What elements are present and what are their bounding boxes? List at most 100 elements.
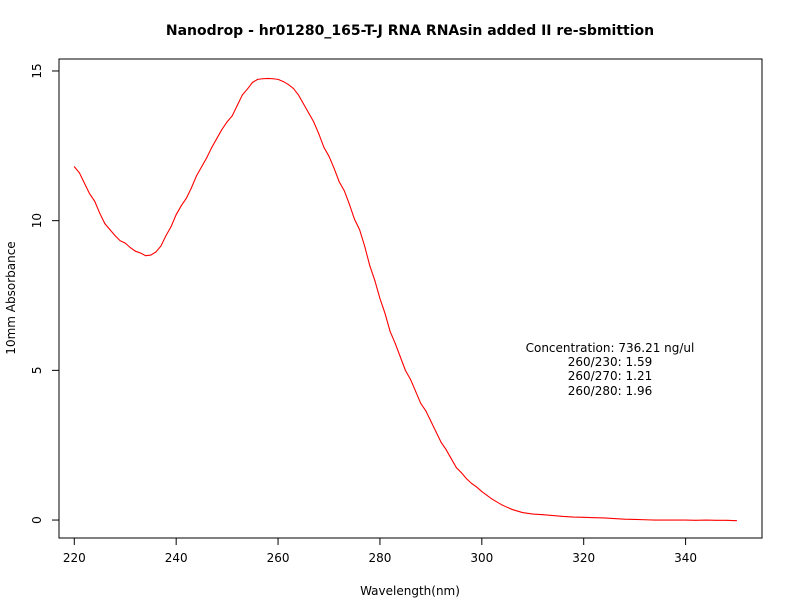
data-point bbox=[175, 214, 177, 216]
data-point bbox=[343, 190, 345, 192]
data-point bbox=[435, 431, 437, 433]
data-point bbox=[83, 182, 85, 184]
data-point bbox=[104, 223, 106, 225]
data-point bbox=[725, 519, 727, 521]
data-point bbox=[654, 519, 656, 521]
annotation-260-230: 260/230: 1.59 bbox=[568, 355, 652, 369]
data-point bbox=[674, 519, 676, 521]
data-point bbox=[404, 369, 406, 371]
annotation-concentration: Concentration: 736.21 ng/ul bbox=[526, 341, 695, 355]
annotation-260-280: 260/280: 1.96 bbox=[568, 384, 652, 398]
x-tick-label: 260 bbox=[267, 551, 290, 565]
data-point bbox=[644, 519, 646, 521]
data-point bbox=[593, 517, 595, 519]
data-point bbox=[476, 486, 478, 488]
data-point bbox=[695, 519, 697, 521]
data-point bbox=[277, 78, 279, 80]
data-point bbox=[216, 137, 218, 139]
data-point bbox=[313, 121, 315, 123]
data-point bbox=[384, 312, 386, 314]
data-point bbox=[532, 513, 534, 515]
data-point bbox=[140, 252, 142, 254]
y-axis: 0 5 10 15 bbox=[30, 63, 59, 524]
data-point bbox=[552, 515, 554, 517]
data-point bbox=[241, 94, 243, 96]
data-point bbox=[415, 390, 417, 392]
data-point bbox=[399, 356, 401, 358]
data-point bbox=[685, 519, 687, 521]
chart-title: Nanodrop - hr01280_165-T-J RNA RNAsin ad… bbox=[166, 23, 654, 39]
data-point bbox=[455, 467, 457, 469]
data-point bbox=[460, 472, 462, 474]
data-point bbox=[364, 245, 366, 247]
data-point bbox=[613, 518, 615, 520]
data-point bbox=[73, 166, 75, 168]
data-point bbox=[165, 235, 167, 237]
y-tick-label: 10 bbox=[30, 213, 44, 228]
data-point bbox=[246, 88, 248, 90]
y-tick-label: 15 bbox=[30, 63, 44, 78]
data-point bbox=[78, 172, 80, 174]
data-point bbox=[119, 240, 121, 242]
x-axis: 220 240 260 280 300 320 340 bbox=[63, 538, 697, 565]
data-point bbox=[333, 167, 335, 169]
data-point bbox=[236, 104, 238, 106]
data-point bbox=[328, 155, 330, 157]
data-point bbox=[89, 193, 91, 195]
data-point bbox=[466, 478, 468, 480]
data-point bbox=[267, 77, 269, 79]
series-points bbox=[73, 77, 738, 522]
data-point bbox=[206, 157, 208, 159]
data-point bbox=[185, 197, 187, 199]
y-tick-label: 0 bbox=[30, 516, 44, 524]
data-point bbox=[114, 235, 116, 237]
x-tick-label: 320 bbox=[572, 551, 595, 565]
data-point bbox=[389, 330, 391, 332]
data-point bbox=[272, 78, 274, 80]
data-point bbox=[542, 514, 544, 516]
x-tick-label: 280 bbox=[368, 551, 391, 565]
data-point bbox=[226, 121, 228, 123]
data-point bbox=[292, 87, 294, 89]
data-point bbox=[303, 103, 305, 105]
data-point bbox=[282, 80, 284, 82]
data-point bbox=[99, 212, 101, 214]
x-axis-label: Wavelength(nm) bbox=[360, 584, 460, 598]
annotation-260-270: 260/270: 1.21 bbox=[568, 369, 652, 383]
data-point bbox=[134, 250, 136, 252]
data-point bbox=[221, 128, 223, 130]
data-point bbox=[353, 218, 355, 220]
data-point bbox=[262, 78, 264, 80]
data-point bbox=[445, 449, 447, 451]
y-tick-label: 5 bbox=[30, 367, 44, 375]
data-point bbox=[318, 133, 320, 135]
data-point bbox=[308, 112, 310, 114]
data-point bbox=[440, 441, 442, 443]
data-point bbox=[410, 378, 411, 380]
data-point bbox=[420, 402, 422, 404]
data-point bbox=[348, 203, 350, 205]
data-point bbox=[603, 517, 605, 519]
data-point bbox=[211, 146, 213, 148]
data-point bbox=[323, 146, 325, 148]
data-point bbox=[287, 83, 289, 85]
absorbance-line bbox=[73, 77, 737, 522]
data-point bbox=[501, 504, 503, 506]
data-point bbox=[394, 342, 396, 344]
data-point bbox=[155, 251, 157, 253]
data-point bbox=[481, 491, 483, 493]
data-point bbox=[124, 242, 126, 244]
data-point bbox=[160, 245, 162, 247]
data-point bbox=[430, 420, 432, 422]
data-point bbox=[190, 187, 192, 189]
data-point bbox=[252, 81, 254, 83]
data-point bbox=[231, 115, 233, 117]
data-point bbox=[170, 226, 172, 228]
data-point bbox=[491, 498, 493, 500]
data-point bbox=[471, 483, 473, 485]
data-point bbox=[379, 298, 381, 299]
data-point bbox=[129, 247, 131, 249]
data-point bbox=[425, 410, 427, 412]
data-point bbox=[634, 518, 636, 520]
